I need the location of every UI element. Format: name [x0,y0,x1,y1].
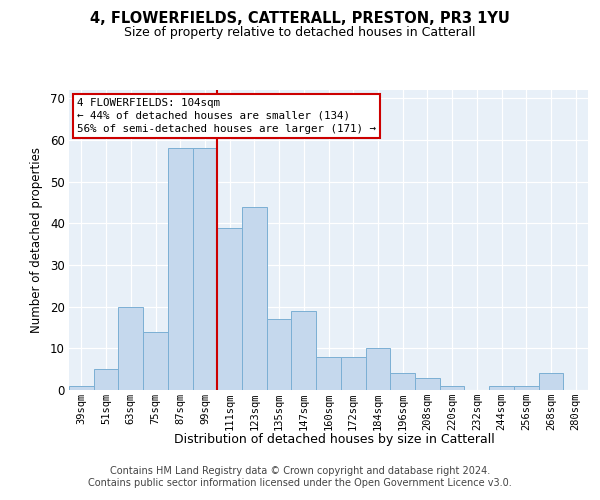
Bar [365,348,390,390]
Bar [341,356,365,390]
Bar [143,332,168,390]
Bar [217,228,242,390]
Bar [415,378,440,390]
Text: Contains HM Land Registry data © Crown copyright and database right 2024.
Contai: Contains HM Land Registry data © Crown c… [88,466,512,487]
Bar [69,386,94,390]
Text: Distribution of detached houses by size in Catterall: Distribution of detached houses by size … [175,432,495,446]
Bar [193,148,217,390]
Bar [242,206,267,390]
Bar [267,319,292,390]
Bar [168,148,193,390]
Bar [316,356,341,390]
Bar [489,386,514,390]
Bar [292,311,316,390]
Text: 4 FLOWERFIELDS: 104sqm
← 44% of detached houses are smaller (134)
56% of semi-de: 4 FLOWERFIELDS: 104sqm ← 44% of detached… [77,98,376,134]
Text: Size of property relative to detached houses in Catterall: Size of property relative to detached ho… [124,26,476,39]
Bar [514,386,539,390]
Y-axis label: Number of detached properties: Number of detached properties [30,147,43,333]
Bar [440,386,464,390]
Bar [539,374,563,390]
Bar [390,374,415,390]
Bar [94,369,118,390]
Text: 4, FLOWERFIELDS, CATTERALL, PRESTON, PR3 1YU: 4, FLOWERFIELDS, CATTERALL, PRESTON, PR3… [90,11,510,26]
Bar [118,306,143,390]
